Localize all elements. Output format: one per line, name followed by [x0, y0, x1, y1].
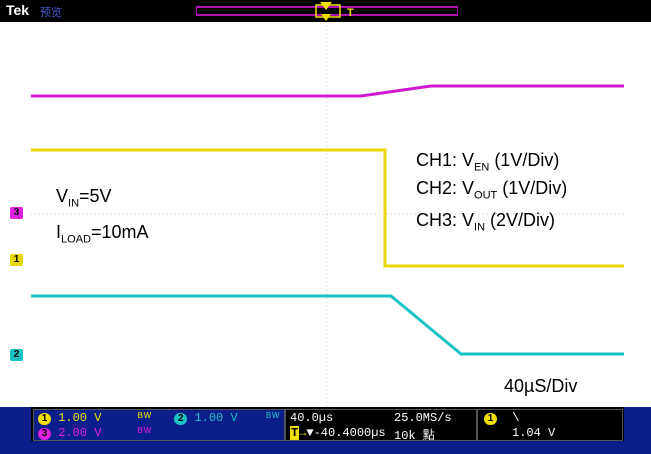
svg-text:T: T: [347, 7, 354, 19]
top-status-bar: Tek 预览 T: [0, 0, 651, 22]
horizontal-offset: ▼-40.4000µs: [306, 426, 386, 440]
waveform-display: [31, 22, 624, 407]
vertical-settings-panel[interactable]: 1 1.00 V ᴮᵂ 2 1.00 V ᴮᵂ 3 2.00 V ᴮᵂ: [33, 409, 285, 441]
iload-condition-label: ILOAD=10mA: [56, 222, 149, 246]
ch1-bw-icon: ᴮᵂ: [136, 411, 152, 425]
ch1-scale: 1.00 V: [58, 411, 102, 425]
waveform-graticule: [31, 22, 624, 407]
bottom-status-bar: 1 1.00 V ᴮᵂ 2 1.00 V ᴮᵂ 3 2.00 V ᴮᵂ 40.0…: [31, 407, 624, 443]
ch2-ground-marker[interactable]: 2: [10, 349, 23, 361]
horizontal-scale: 40.0µs: [290, 411, 334, 425]
ch3-bw-icon: ᴮᵂ: [136, 426, 152, 440]
trigger-slope-icon: \: [512, 411, 520, 425]
record-length: 10k 點: [394, 429, 435, 443]
ch2-scale: 1.00 V: [194, 411, 238, 425]
trigger-position-icon[interactable]: [318, 0, 334, 22]
ch2-chip: 2: [174, 413, 188, 425]
acquisition-mode-label: 预览: [40, 7, 62, 19]
ch2-vout-trace: [31, 294, 624, 356]
ch3-legend: CH3: VIN (2V/Div): [416, 210, 556, 234]
ch1-ven-trace: [31, 148, 624, 268]
horizontal-arrow-icon: →: [299, 426, 307, 440]
ch2-bw-icon: ᴮᵂ: [264, 411, 280, 425]
right-marker-strip: [624, 22, 651, 407]
horizontal-settings-panel[interactable]: 40.0µs 25.0MS/s T→▼-40.4000µs 10k 點: [285, 409, 477, 443]
trigger-level: 1.04 V: [512, 426, 556, 440]
timebase-label: 40µS/Div: [504, 376, 578, 396]
trigger-source-chip: 1: [484, 413, 497, 425]
ch3-ground-marker[interactable]: 3: [10, 207, 23, 219]
ch3-chip: 3: [38, 428, 51, 440]
trigger-settings-panel[interactable]: 1 \ 1.04 V: [477, 409, 623, 441]
brand-label: Tek: [6, 2, 30, 18]
ch1-ground-marker[interactable]: 1: [10, 254, 23, 266]
sample-rate: 25.0MS/s: [394, 411, 452, 425]
ch1-legend: CH1: VEN (1V/Div): [416, 150, 560, 174]
trigger-t-icon: T: [290, 426, 300, 440]
ch3-vin-trace: [31, 84, 624, 98]
ch1-chip: 1: [38, 413, 51, 425]
vin-condition-label: VIN=5V: [56, 186, 112, 210]
ch2-legend: CH2: VOUT (1V/Div): [416, 178, 568, 202]
ch3-scale: 2.00 V: [58, 426, 102, 440]
